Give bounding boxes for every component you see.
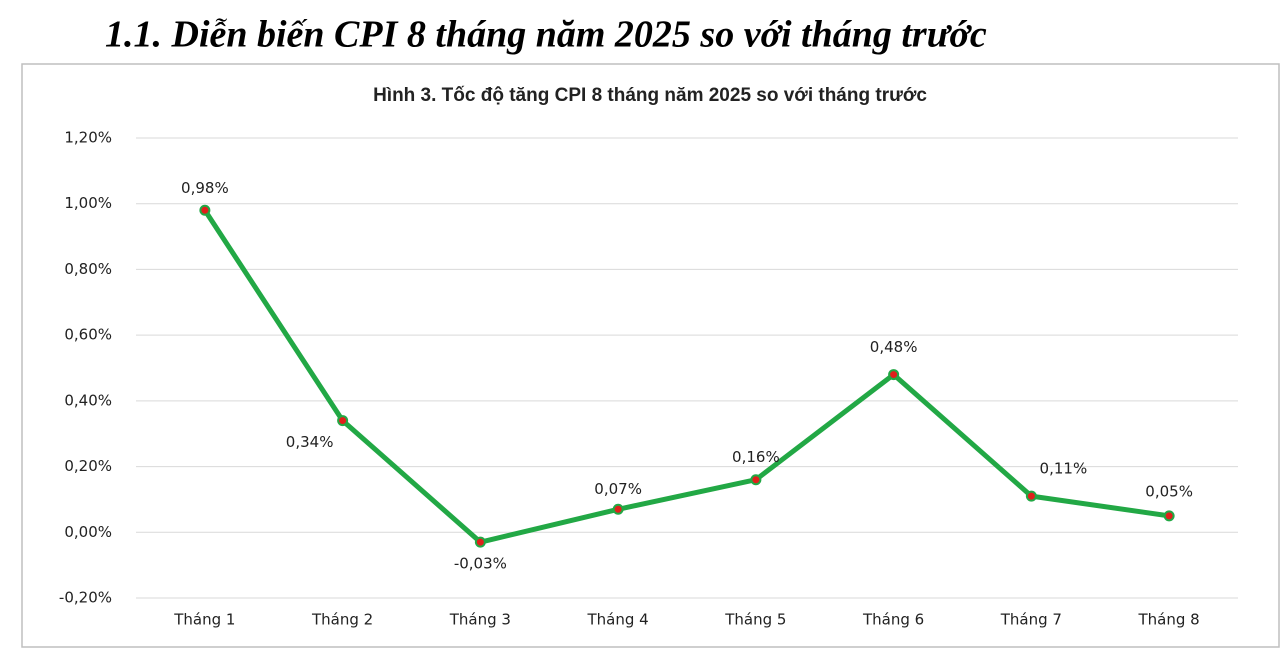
- data-label: 0,48%: [870, 338, 918, 356]
- x-tick-label: Tháng 6: [862, 611, 924, 629]
- y-tick-label: 0,20%: [64, 457, 112, 475]
- data-point: [1163, 510, 1175, 522]
- data-label: -0,03%: [454, 555, 507, 573]
- y-tick-label: 0,40%: [64, 391, 112, 409]
- data-label: 0,07%: [594, 480, 642, 498]
- data-label: 0,16%: [732, 448, 780, 466]
- data-point: [337, 415, 349, 427]
- data-point: [1025, 490, 1037, 502]
- data-label: 0,05%: [1145, 482, 1193, 500]
- y-tick-label: 0,00%: [64, 523, 112, 541]
- x-tick-label: Tháng 5: [724, 611, 786, 629]
- chart-frame: [21, 63, 1280, 648]
- data-label: 0,34%: [286, 433, 334, 451]
- data-point: [474, 536, 486, 548]
- x-tick-label: Tháng 8: [1138, 611, 1200, 629]
- y-tick-label: 0,80%: [64, 260, 112, 278]
- data-line: [202, 208, 1170, 545]
- data-point: [750, 474, 762, 486]
- x-tick-label: Tháng 7: [1000, 611, 1062, 629]
- x-tick-label: Tháng 2: [311, 611, 373, 629]
- heading: 1.1. Diễn biến CPI 8 tháng năm 2025 so v…: [105, 14, 987, 56]
- x-tick-label: Tháng 4: [587, 611, 649, 629]
- x-tick-label: Tháng 1: [173, 611, 235, 629]
- data-point: [199, 204, 211, 216]
- x-tick-label: Tháng 3: [449, 611, 511, 629]
- chart-title: Hình 3. Tốc độ tăng CPI 8 tháng năm 2025…: [373, 85, 927, 106]
- data-label: 0,98%: [181, 179, 229, 197]
- data-point: [888, 369, 900, 381]
- y-tick-label: 1,20%: [64, 129, 112, 147]
- data-label: 0,11%: [1040, 460, 1088, 478]
- y-tick-label: 1,00%: [64, 194, 112, 212]
- data-point: [612, 503, 624, 515]
- y-tick-label: 0,60%: [64, 326, 112, 344]
- y-tick-label: -0,20%: [59, 589, 112, 607]
